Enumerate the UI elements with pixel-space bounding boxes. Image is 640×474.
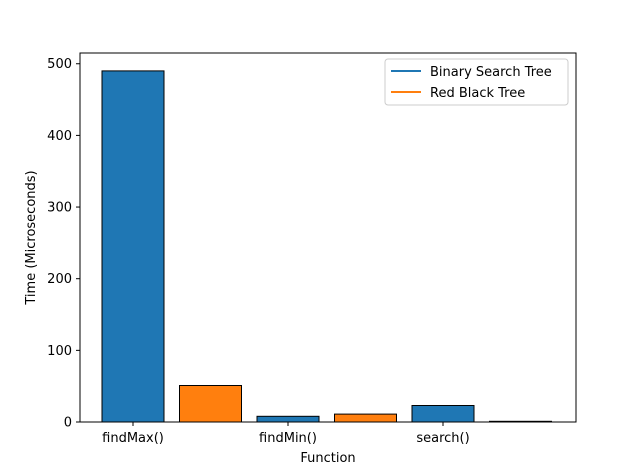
- legend-label-red-black-tree: Red Black Tree: [430, 86, 525, 101]
- x-tick-label: search(): [416, 431, 469, 446]
- y-tick-label: 0: [64, 416, 72, 431]
- axes-layer: [79, 52, 577, 423]
- y-axis-label: Time (Microseconds): [24, 170, 39, 305]
- y-tick-label: 200: [47, 272, 72, 287]
- y-tick-label: 100: [47, 344, 72, 359]
- x-tick-label: findMax(): [102, 431, 164, 446]
- x-tick-label: findMin(): [259, 431, 317, 446]
- y-tick-label: 400: [47, 129, 72, 144]
- x-axis-ticks: findMax() findMin() search(): [102, 422, 470, 446]
- bar-red-black-tree-findmin: [334, 413, 397, 423]
- bars-layer: [101, 70, 552, 423]
- x-axis-label: Function: [300, 451, 355, 466]
- bar-binary-search-tree-findmin: [256, 415, 320, 423]
- plot-frame: [79, 52, 577, 423]
- y-tick-label: 500: [47, 57, 72, 72]
- legend-box: [384, 58, 569, 106]
- y-tick-label: 300: [47, 201, 72, 216]
- legend: Binary Search Tree Red Black Tree: [384, 58, 569, 106]
- bar-binary-search-tree-findmax: [101, 70, 165, 423]
- bar-binary-search-tree-search: [411, 405, 475, 423]
- bar-red-black-tree-findmax: [179, 385, 242, 423]
- legend-label-binary-search-tree: Binary Search Tree: [430, 65, 552, 80]
- y-axis-ticks: 0 100 200 300 400 500: [47, 57, 80, 431]
